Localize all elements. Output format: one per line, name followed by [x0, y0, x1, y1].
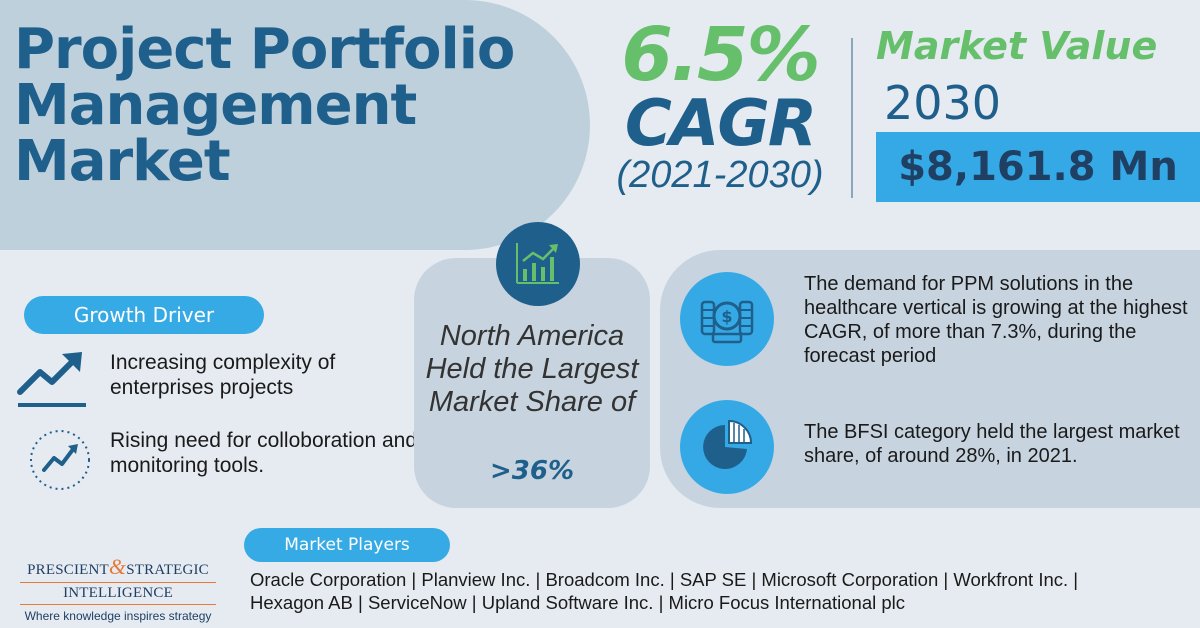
- pie-chart-icon: [680, 400, 774, 494]
- logo-tagline: Where knowledge inspires strategy: [24, 609, 212, 623]
- logo-name-bottom: INTELLIGENCE: [63, 585, 173, 601]
- regional-value: >36%: [489, 456, 575, 486]
- growth-circle-icon: [28, 428, 92, 497]
- title-line-3: Market: [14, 129, 231, 194]
- market-players-list: Oracle Corporation | Planview Inc. | Bro…: [250, 568, 1195, 614]
- cagr-value: 6.5%: [621, 12, 820, 98]
- regional-text: North America Held the Largest Market Sh…: [425, 320, 639, 419]
- growth-driver-text: Rising need for colloboration and monito…: [110, 429, 418, 478]
- insight-text: The BFSI category held the largest marke…: [804, 421, 1180, 467]
- title-panel: [0, 0, 590, 250]
- market-value-label: Market Value: [876, 24, 1158, 68]
- market-players-heading: Market Players: [244, 528, 450, 562]
- logo-rule: [20, 582, 216, 583]
- coins-dollar-icon: $: [680, 272, 774, 366]
- vertical-divider: [851, 38, 853, 198]
- insight-text: The demand for PPM solutions in the heal…: [804, 273, 1188, 367]
- logo-name-top: PRESCIENT&STRATEGIC: [27, 554, 209, 579]
- logo: PRESCIENT&STRATEGIC INTELLIGENCE Where k…: [20, 554, 216, 623]
- market-players-line-2: Hexagon AB | ServiceNow | Upland Softwar…: [250, 592, 906, 614]
- market-players-line-1: Oracle Corporation | Planview Inc. | Bro…: [250, 569, 1079, 590]
- trend-up-arrow-icon: [14, 350, 90, 415]
- cagr-period: (2021-2030): [616, 154, 824, 196]
- market-value-year: 2030: [884, 76, 1002, 130]
- market-value-amount: $8,161.8 Mn: [876, 132, 1200, 202]
- title-line-1: Project Portfolio: [14, 17, 515, 82]
- logo-rule: [20, 604, 216, 605]
- page-title: Project Portfolio Management Market: [14, 22, 584, 190]
- bar-chart-trend-icon: [496, 222, 580, 306]
- cagr-block: 6.5% CAGR (2021-2030): [600, 18, 840, 196]
- title-line-2: Management: [14, 73, 417, 138]
- cagr-label: CAGR: [624, 87, 817, 161]
- svg-text:$: $: [721, 307, 732, 326]
- growth-driver-heading: Growth Driver: [24, 296, 264, 334]
- growth-driver-text: Increasing complexity of enterprises pro…: [110, 351, 336, 400]
